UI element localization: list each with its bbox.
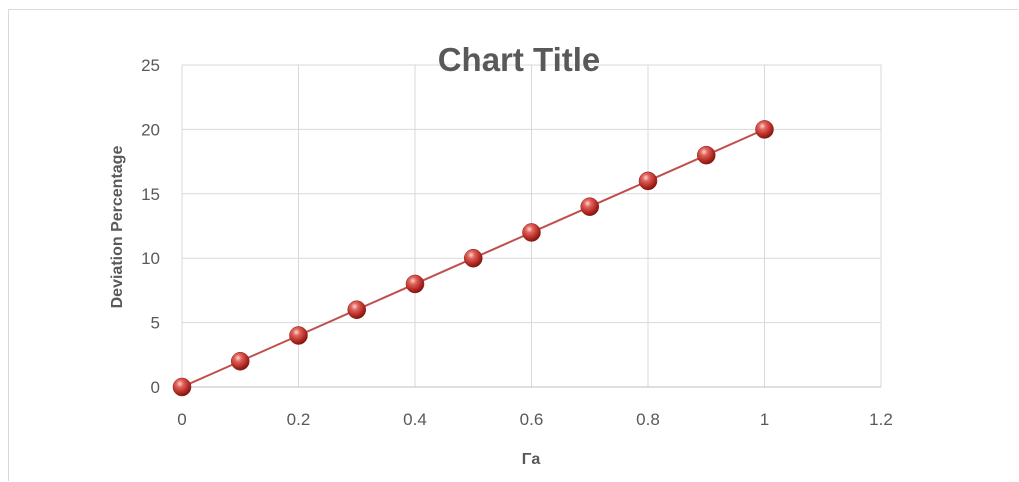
data-point xyxy=(464,248,483,268)
y-tick-labels: 0 5 10 15 20 25 xyxy=(141,56,160,397)
data-points xyxy=(172,120,774,397)
y-tick-label: 10 xyxy=(141,249,160,268)
y-tick-label: 15 xyxy=(141,185,160,204)
y-axis-title: Deviation Percentage xyxy=(109,146,126,309)
chart-area xyxy=(8,9,1018,481)
data-point xyxy=(522,223,541,242)
x-tick-label: 0 xyxy=(177,410,186,429)
x-tick-label: 1.2 xyxy=(869,410,893,429)
data-point xyxy=(638,171,658,191)
data-point xyxy=(697,145,716,165)
y-tick-label: 5 xyxy=(151,314,160,333)
data-point xyxy=(231,351,250,371)
y-tick-label: 25 xyxy=(141,56,160,75)
data-point xyxy=(580,197,599,216)
data-point xyxy=(405,274,425,294)
y-tick-label: 20 xyxy=(141,120,160,139)
x-tick-label: 0.8 xyxy=(636,410,660,429)
data-point xyxy=(347,300,366,319)
x-tick-label: 0.4 xyxy=(403,410,427,429)
x-axis-title: Γa xyxy=(522,451,541,468)
x-tick-labels: 0 0.2 0.4 0.6 0.8 1 1.2 xyxy=(177,410,893,429)
data-point xyxy=(172,377,192,397)
data-point xyxy=(289,326,308,345)
y-tick-label: 0 xyxy=(151,378,160,397)
data-point xyxy=(755,120,774,139)
x-tick-label: 0.2 xyxy=(287,410,311,429)
chart-title: Chart Title xyxy=(438,41,601,78)
x-tick-label: 0.6 xyxy=(520,410,544,429)
x-tick-label: 1 xyxy=(760,410,769,429)
